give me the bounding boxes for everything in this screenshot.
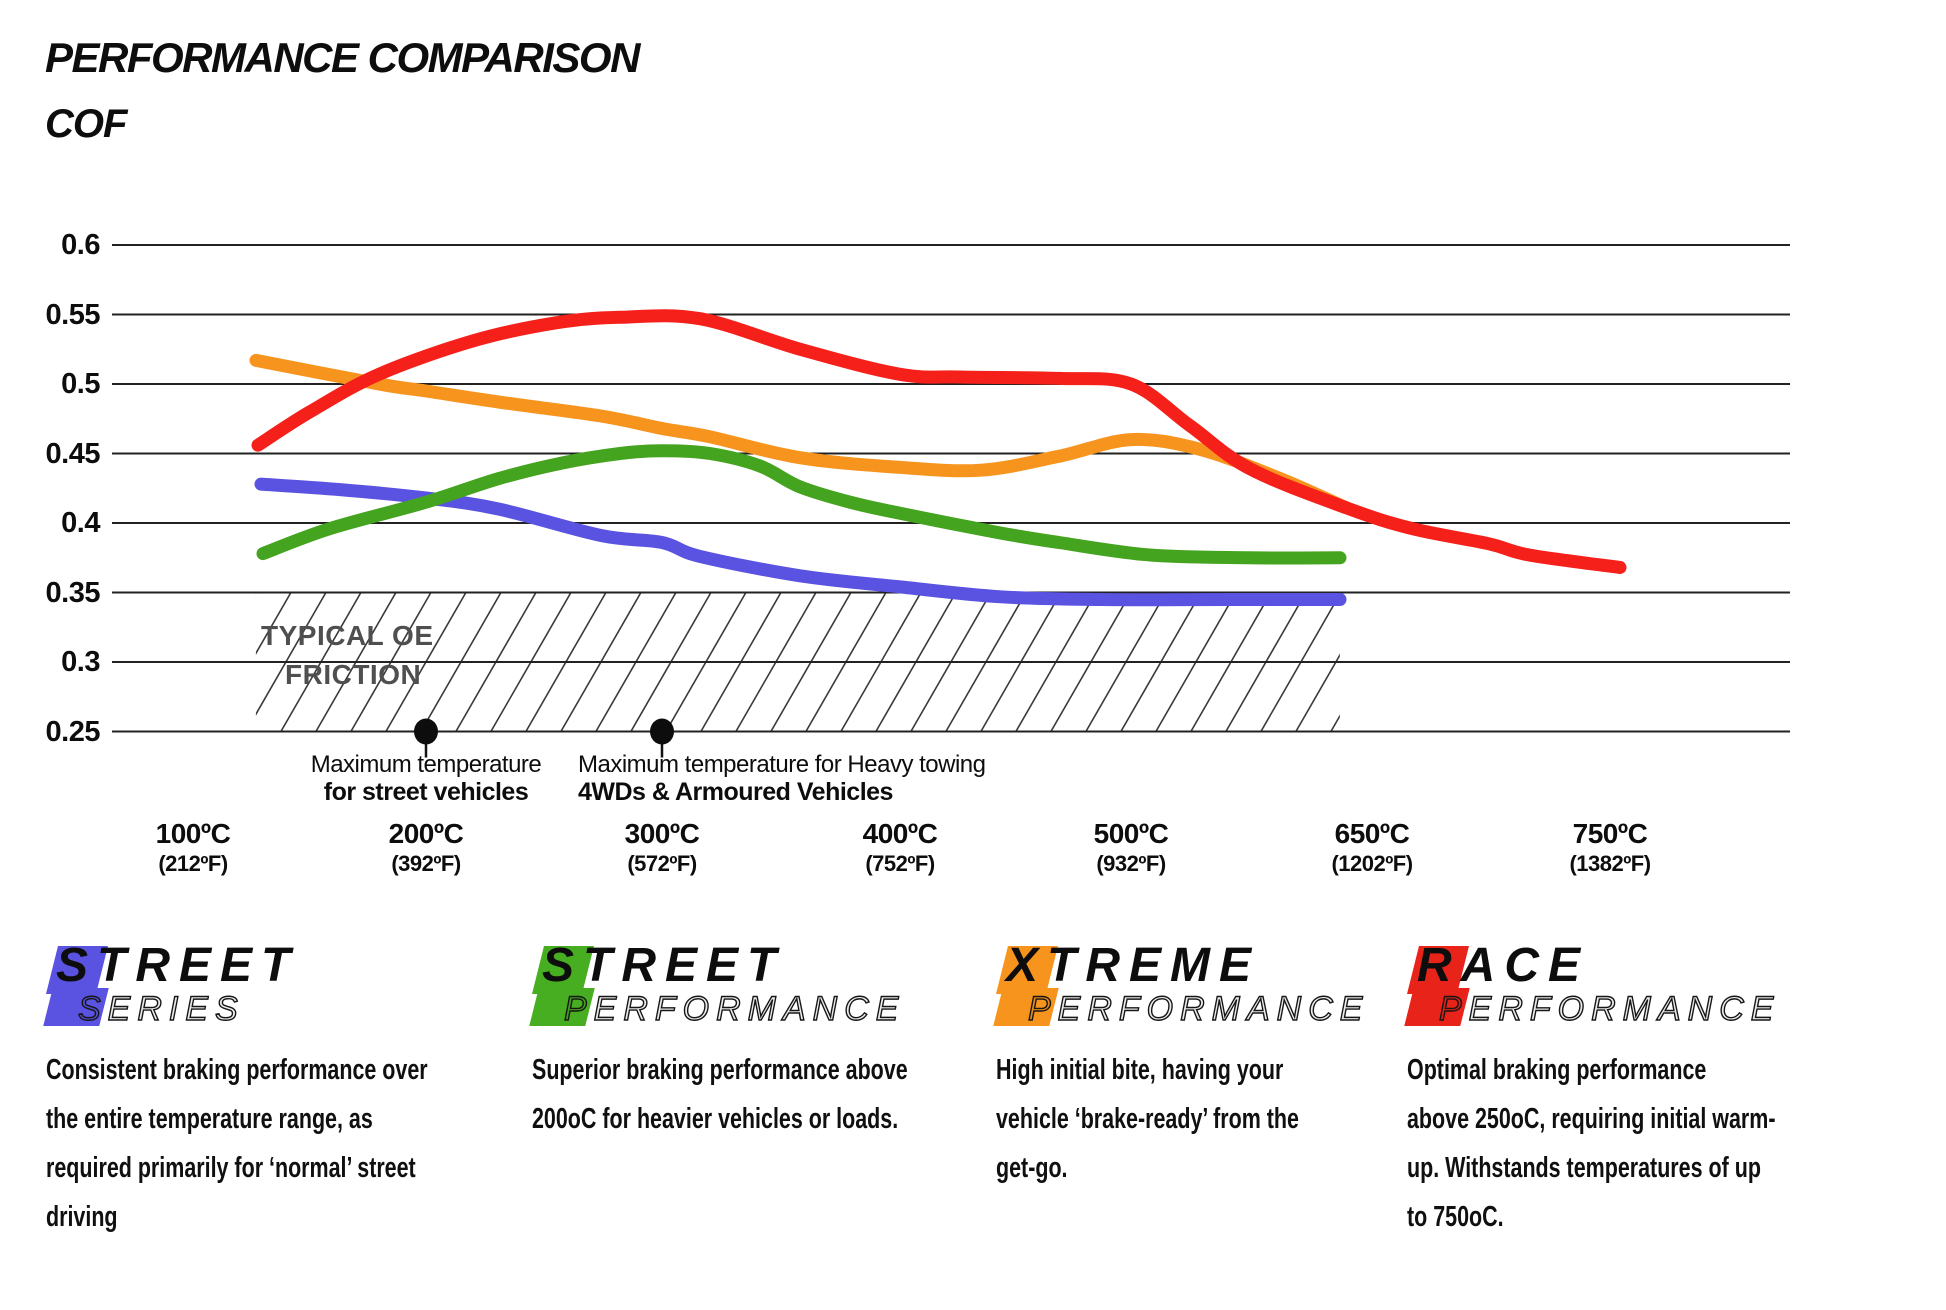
race-performance-logo: RACE PERFORMANCE <box>1404 939 1837 1036</box>
max-temp-marker-dot <box>650 718 674 745</box>
x-axis-label: 750ºC <box>1572 818 1648 849</box>
legend-street-performance: STREET PERFORMANCE Superior braking perf… <box>529 939 962 1135</box>
legend-description: High initial bite, having your vehicle ‘… <box>996 1054 1299 1184</box>
max-temp-marker-dot <box>414 718 438 745</box>
x-axis-label: 300ºC <box>624 818 700 849</box>
street-performance-logo: STREET PERFORMANCE <box>529 939 962 1036</box>
annotation-street-max-temp: Maximum temperature for street vehicles <box>246 751 606 806</box>
x-axis-sublabel: (1202ºF) <box>1331 851 1413 876</box>
y-axis-label: 0.3 <box>61 646 100 678</box>
logo-word1: XTREME <box>1006 939 1261 992</box>
legend-race-performance: RACE PERFORMANCE Optimal braking perform… <box>1404 939 1837 1233</box>
logo-word2: PERFORMANCE <box>1027 989 1370 1028</box>
typical-oe-friction-label: TYPICAL OE FRICTION <box>261 616 434 694</box>
curve-xtreme-performance <box>249 353 1353 515</box>
x-axis-sublabel: (392ºF) <box>391 851 461 876</box>
annotation-street-line2: for street vehicles <box>323 778 529 806</box>
y-axis-label: 0.45 <box>45 437 101 470</box>
legend-description: Superior braking performance above 200oC… <box>532 1054 908 1135</box>
y-axis-label: 0.5 <box>61 368 100 400</box>
x-axis-label: 500ºC <box>1093 818 1169 849</box>
legend-description: Consistent braking performance over the … <box>46 1054 428 1233</box>
x-axis-label: 400ºC <box>862 818 938 849</box>
y-axis-label: 0.6 <box>61 229 100 261</box>
legend-xtreme-performance: XTREME PERFORMANCE High initial bite, ha… <box>993 939 1426 1184</box>
x-axis-label: 200ºC <box>388 818 464 849</box>
y-axis-label: 0.25 <box>45 715 101 748</box>
x-axis-sublabel: (212ºF) <box>158 851 228 876</box>
oe-label-line2: FRICTION <box>285 659 422 690</box>
annotation-street-line1: Maximum temperature <box>310 751 542 778</box>
y-axis-label: 0.4 <box>61 507 100 539</box>
annotation-towing-line1: Maximum temperature for Heavy towing <box>578 751 986 778</box>
y-axis-title: COF <box>45 102 127 146</box>
x-axis-label: 100ºC <box>155 818 231 849</box>
y-axis-label: 0.35 <box>45 576 101 609</box>
logo-word1: STREET <box>542 939 786 992</box>
legend-street-series: STREET SERIES Consistent braking perform… <box>43 939 476 1233</box>
logo-word2: PERFORMANCE <box>563 989 906 1028</box>
legend-description: Optimal braking performance above 250oC,… <box>1407 1054 1776 1233</box>
performance-chart <box>112 244 1790 758</box>
logo-word1: RACE <box>1417 939 1590 992</box>
x-axis-sublabel: (1382ºF) <box>1569 851 1651 876</box>
x-axis-sublabel: (932ºF) <box>1096 851 1166 876</box>
oe-label-line1: TYPICAL OE <box>261 620 434 651</box>
y-axis-label: 0.55 <box>45 298 101 331</box>
street-series-logo: STREET SERIES <box>43 939 476 1036</box>
x-axis-sublabel: (572ºF) <box>627 851 697 876</box>
annotation-towing-line2: 4WDs & Armoured Vehicles <box>578 778 893 806</box>
xtreme-performance-logo: XTREME PERFORMANCE <box>993 939 1426 1036</box>
x-axis-sublabel: (752ºF) <box>865 851 935 876</box>
logo-word1: STREET <box>56 939 300 992</box>
x-axis-label: 650ºC <box>1334 818 1410 849</box>
logo-word2: SERIES <box>77 989 245 1028</box>
page-title: PERFORMANCE COMPARISON <box>45 34 640 81</box>
annotation-towing-max-temp: Maximum temperature for Heavy towing 4WD… <box>578 751 1098 806</box>
curve-race-performance <box>251 309 1627 574</box>
curve-street-performance <box>256 444 1347 565</box>
logo-word2: PERFORMANCE <box>1438 989 1781 1028</box>
